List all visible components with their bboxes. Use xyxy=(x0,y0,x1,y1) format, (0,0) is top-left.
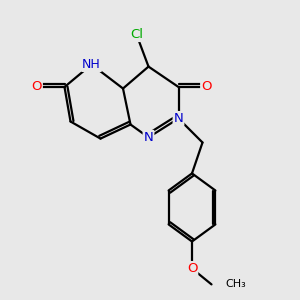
Text: O: O xyxy=(187,262,197,275)
Text: N: N xyxy=(174,112,183,125)
Text: O: O xyxy=(201,80,212,94)
Text: Cl: Cl xyxy=(130,28,143,41)
Text: O: O xyxy=(32,80,42,94)
Text: NH: NH xyxy=(82,58,101,71)
Text: N: N xyxy=(144,131,153,144)
Text: CH₃: CH₃ xyxy=(225,279,246,290)
